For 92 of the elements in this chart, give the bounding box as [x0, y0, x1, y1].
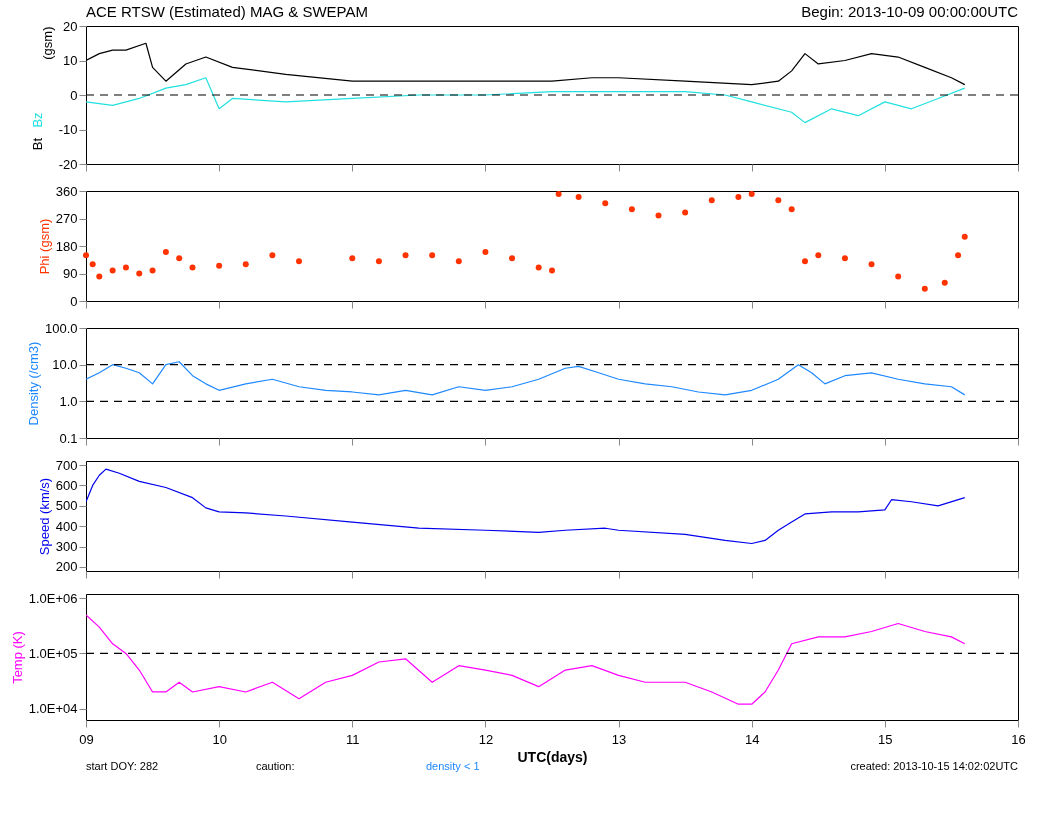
- y-tick-label: 10: [63, 53, 78, 68]
- point: [801, 258, 808, 265]
- y-tick-label: 0: [70, 293, 78, 309]
- point: [602, 200, 609, 207]
- point: [122, 264, 129, 271]
- point: [748, 191, 755, 198]
- y-tick-label: 300: [55, 539, 78, 555]
- x-tick-label: 15: [878, 731, 893, 747]
- point: [189, 264, 196, 271]
- y-tick-label: 0.1: [59, 430, 78, 446]
- chart-subtitle: Begin: 2013-10-09 00:00:00UTC: [801, 3, 1019, 20]
- point: [788, 206, 795, 213]
- y-tick-label: 500: [55, 498, 78, 514]
- text: density < 1: [426, 760, 480, 772]
- point: [868, 261, 875, 268]
- y-axis-title: Phi (gsm): [36, 218, 52, 275]
- point: [216, 262, 223, 269]
- point: [83, 252, 89, 259]
- y-tick-label: 20: [63, 18, 78, 34]
- point: [482, 249, 489, 256]
- point: [429, 252, 436, 259]
- y-tick-label: 360: [55, 183, 78, 199]
- line-series: [86, 361, 966, 396]
- point: [895, 273, 902, 280]
- y-axis-title: Temp (K): [9, 631, 25, 684]
- point: [375, 258, 382, 265]
- point: [682, 209, 689, 216]
- point: [708, 197, 715, 204]
- x-tick-label: 13: [611, 731, 627, 747]
- x-tick-label: 14: [744, 731, 760, 747]
- y-axis-title: Density (/cm3): [25, 341, 41, 426]
- y-tick-label: 0: [70, 87, 78, 103]
- x-axis-title: UTC(days): [517, 748, 588, 765]
- y-axis-title: (gsm): [39, 26, 55, 60]
- y-axis-title: Speed (km/s): [36, 477, 52, 556]
- point: [349, 255, 356, 262]
- point: [296, 258, 303, 265]
- point: [109, 267, 116, 274]
- point: [269, 252, 276, 259]
- line-series: [86, 614, 966, 705]
- y-tick-label: 400: [55, 518, 78, 534]
- text: Bz: [30, 112, 45, 128]
- point: [961, 233, 968, 240]
- y-tick-label: 90: [63, 266, 78, 281]
- x-tick-label: 16: [1011, 731, 1026, 747]
- y-tick-label: 100.0: [44, 320, 78, 336]
- x-tick-label: 11: [346, 731, 360, 747]
- x-tick-label: 09: [79, 731, 94, 747]
- y-tick-label: 600: [55, 477, 78, 493]
- point: [509, 255, 516, 262]
- point: [89, 261, 96, 268]
- y-tick-label: -20: [58, 156, 78, 172]
- y-tick-label: 1.0E+04: [28, 701, 78, 717]
- point: [549, 267, 555, 274]
- point: [628, 206, 635, 213]
- point: [402, 252, 409, 259]
- y-tick-label: 700: [55, 457, 78, 473]
- text: created: 2013-10-15 14:02:02UTC: [850, 760, 1019, 772]
- point: [136, 270, 143, 277]
- point: [841, 255, 848, 262]
- point: [96, 273, 103, 280]
- y-tick-label: 10.0: [52, 357, 78, 373]
- point: [555, 191, 562, 198]
- y-tick-label: 200: [55, 559, 78, 575]
- y-tick-label: 180: [55, 238, 78, 254]
- y-tick-label: 1.0E+05: [28, 645, 78, 661]
- point: [162, 249, 169, 256]
- text: start DOY: 282: [86, 760, 159, 772]
- point: [655, 212, 662, 219]
- point: [242, 261, 249, 268]
- point: [149, 267, 156, 274]
- line-series: [86, 468, 966, 545]
- x-tick-label: 12: [478, 731, 494, 747]
- point: [575, 194, 582, 201]
- y-tick-label: 1.0: [59, 393, 78, 409]
- text: Bt: [30, 137, 45, 151]
- point: [815, 252, 822, 259]
- x-tick-label: 10: [212, 731, 227, 747]
- point: [176, 255, 183, 262]
- text: caution:: [256, 760, 295, 772]
- line-series: [86, 77, 966, 124]
- point: [735, 194, 742, 201]
- point: [535, 264, 542, 271]
- y-tick-label: 270: [55, 211, 78, 226]
- y-tick-label: 1.0E+06: [28, 590, 78, 606]
- chart-title: ACE RTSW (Estimated) MAG & SWEPAM: [86, 3, 368, 20]
- y-tick-label: -10: [58, 122, 78, 137]
- point: [921, 285, 928, 292]
- point: [941, 279, 948, 286]
- point: [775, 197, 782, 204]
- point: [455, 258, 462, 265]
- point: [955, 252, 962, 259]
